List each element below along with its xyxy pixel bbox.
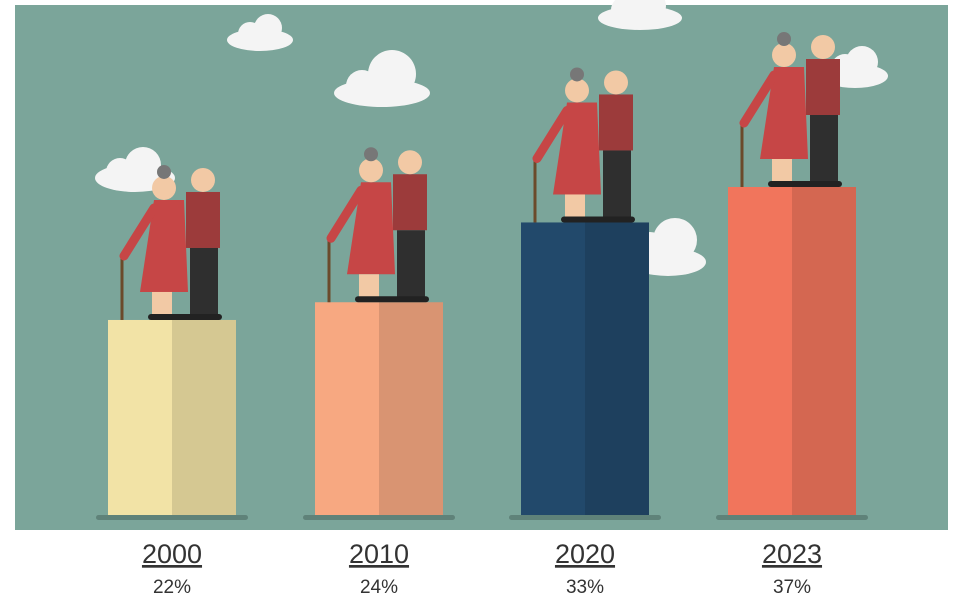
chart: 2000 22% 2010 24% 2020 33% 2023 37% [0, 0, 955, 600]
bar-side [792, 187, 856, 515]
grandpa-head [604, 70, 628, 94]
grandpa-legs [810, 115, 838, 185]
grandma-hair [157, 165, 171, 179]
value-label: 37% [773, 577, 811, 598]
grandpa-body [806, 59, 840, 115]
bar-shadow [303, 515, 455, 520]
grandma-hair [570, 67, 584, 81]
grandma-head [359, 158, 383, 182]
year-label[interactable]: 2000 [142, 539, 202, 569]
grandma-head [565, 78, 589, 102]
grandma-head [772, 43, 796, 67]
year-label[interactable]: 2010 [349, 539, 409, 569]
bar-shadow [716, 515, 868, 520]
grandpa-legs [397, 230, 425, 300]
grandpa-body [393, 174, 427, 230]
shoes [768, 181, 842, 187]
bar-shadow [509, 515, 661, 520]
bar-face [108, 320, 172, 515]
bar-side [379, 302, 443, 515]
shoes [148, 314, 222, 320]
grandma-head [152, 176, 176, 200]
grandpa-legs [190, 248, 218, 318]
bar [728, 187, 856, 515]
bar [315, 302, 443, 515]
grandpa-body [186, 192, 220, 248]
grandpa-head [191, 168, 215, 192]
year-label[interactable]: 2023 [762, 539, 822, 569]
bar [108, 320, 236, 515]
grandpa-head [811, 35, 835, 59]
grandpa-head [398, 150, 422, 174]
grandpa-legs [603, 150, 631, 220]
grandpa-body [599, 94, 633, 150]
cloud [598, 0, 682, 30]
bar-side [172, 320, 236, 515]
shoes [561, 216, 635, 222]
value-label: 33% [566, 577, 604, 598]
bar-face [521, 222, 585, 515]
shoes [355, 296, 429, 302]
bar [521, 222, 649, 515]
value-label: 22% [153, 577, 191, 598]
bar-side [585, 222, 649, 515]
grandma-hair [364, 147, 378, 161]
grandma-hair [777, 32, 791, 46]
bar-face [315, 302, 379, 515]
year-label[interactable]: 2020 [555, 539, 615, 569]
bar-face [728, 187, 792, 515]
bar-shadow [96, 515, 248, 520]
value-label: 24% [360, 577, 398, 598]
